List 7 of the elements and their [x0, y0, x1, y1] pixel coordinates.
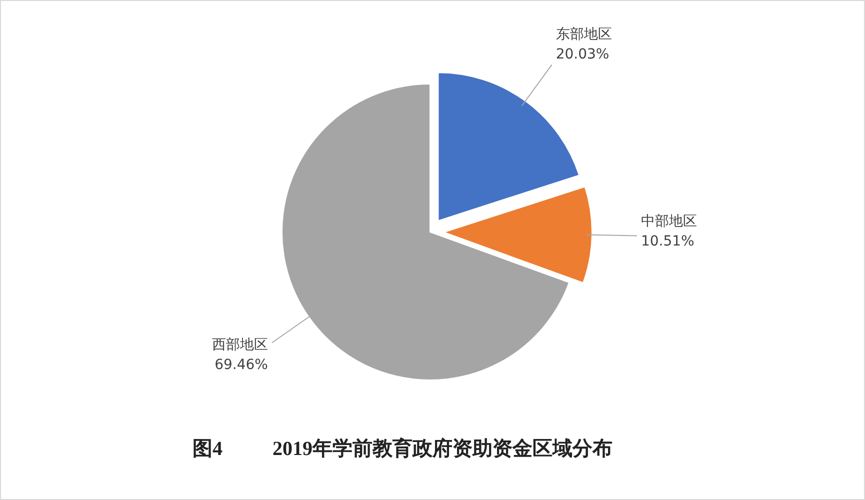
slice-label: 西部地区	[212, 336, 268, 353]
text: 图4 2019年学前教育政府资助资金区域分布	[192, 437, 612, 460]
slice-label: 中部地区	[640, 214, 697, 230]
data-label: 69.46%	[214, 356, 268, 373]
slice-label: 东部地区	[556, 26, 612, 43]
data-label: 20.03%	[556, 46, 610, 63]
data-label: 10.51%	[640, 234, 694, 250]
